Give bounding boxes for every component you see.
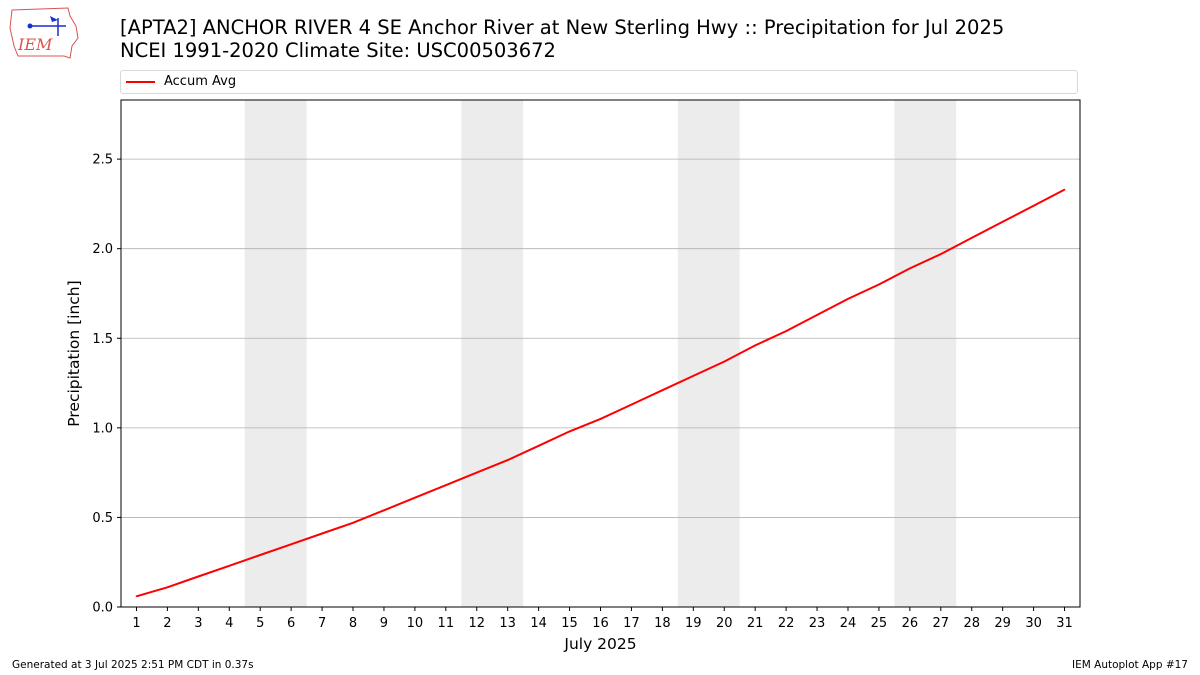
x-tick-label-26: 26 [902,616,919,631]
iowa-outline [9,7,79,59]
logo-text: IEM [17,35,53,54]
x-tick-label-24: 24 [840,616,857,631]
weekend-shade-1 [244,100,307,607]
data-point-30 [1032,204,1035,207]
data-point-21 [754,344,756,347]
x-tick-label-20: 20 [716,616,733,631]
app-label: IEM Autoplot App #17 [1072,659,1188,671]
weather-vane-tail [50,16,58,22]
y-tick-label-0: 0.0 [92,601,113,616]
weekend-shade-2 [461,100,524,607]
data-point-2 [166,586,169,589]
x-tick-label-5: 5 [256,616,264,631]
x-axis-label: July 2025 [563,635,636,653]
legend-swatch-accum-avg [126,81,155,83]
x-tick-label-22: 22 [778,616,795,631]
x-tick-label-28: 28 [963,616,980,631]
data-point-8 [352,521,354,524]
x-tick-label-16: 16 [592,616,609,631]
data-point-28 [970,237,973,239]
data-point-5 [259,554,262,556]
data-point-25 [878,283,880,286]
x-tick-label-3: 3 [194,616,202,631]
data-point-27 [939,253,942,255]
data-point-16 [599,418,602,420]
x-tick-label-2: 2 [163,616,171,631]
y-tick-label-5: 2.5 [92,153,113,168]
data-point-9 [383,509,385,512]
data-point-26 [909,267,911,270]
x-tick-label-25: 25 [871,616,888,631]
chart-title: [APTA2] ANCHOR RIVER 4 SE Anchor River a… [120,16,1004,62]
x-tick-label-18: 18 [654,616,671,631]
x-tick-label-27: 27 [933,616,950,631]
data-point-20 [723,360,726,363]
data-point-1 [135,595,138,598]
data-point-7 [321,532,323,535]
weekend-shade-4 [894,100,957,607]
x-tick-label-8: 8 [349,616,357,631]
data-point-11 [445,484,447,486]
data-point-3 [197,575,200,578]
generated-timestamp: Generated at 3 Jul 2025 2:51 PM CDT in 0… [12,659,254,671]
title-line-2: NCEI 1991-2020 Climate Site: USC00503672 [120,39,556,62]
data-point-22 [785,330,787,332]
legend: Accum Avg [120,70,1078,94]
data-point-14 [537,444,540,447]
x-tick-label-14: 14 [530,616,547,631]
y-axis-label: Precipitation [inch] [65,280,83,426]
x-tick-label-7: 7 [318,616,326,631]
x-tick-label-12: 12 [468,616,485,631]
y-tick-label-1: 0.5 [92,511,113,526]
data-point-29 [1001,221,1004,223]
y-tick-label-4: 2.0 [92,242,113,257]
iem-logo: IEM [9,7,79,59]
data-point-10 [414,496,416,499]
x-tick-label-11: 11 [438,616,455,631]
data-point-23 [816,314,818,316]
x-tick-label-31: 31 [1056,616,1073,631]
x-tick-label-13: 13 [499,616,516,631]
x-tick-label-21: 21 [747,616,764,631]
x-tick-label-29: 29 [994,616,1011,631]
data-point-15 [568,430,571,433]
x-tick-label-19: 19 [685,616,702,631]
y-tick-label-2: 1.0 [92,421,113,436]
data-point-6 [290,543,292,546]
weather-vane-hub [27,23,33,29]
x-tick-label-15: 15 [561,616,578,631]
data-point-31 [1063,188,1066,191]
legend-label-accum-avg: Accum Avg [164,74,237,89]
data-point-13 [506,459,509,461]
x-tick-label-30: 30 [1025,616,1042,631]
data-point-17 [630,403,633,406]
x-tick-label-9: 9 [380,616,388,631]
data-point-24 [847,298,849,300]
y-tick-label-3: 1.5 [92,332,113,347]
data-point-19 [692,375,695,377]
data-point-4 [228,564,231,567]
x-tick-label-17: 17 [623,616,640,631]
x-tick-label-10: 10 [407,616,424,631]
x-tick-label-6: 6 [287,616,295,631]
data-point-12 [475,471,478,474]
title-line-1: [APTA2] ANCHOR RIVER 4 SE Anchor River a… [120,16,1005,39]
x-tick-label-4: 4 [225,616,233,631]
data-point-18 [661,389,664,392]
weekend-shade-3 [677,100,740,607]
x-tick-label-23: 23 [809,616,826,631]
x-tick-label-1: 1 [132,616,140,631]
